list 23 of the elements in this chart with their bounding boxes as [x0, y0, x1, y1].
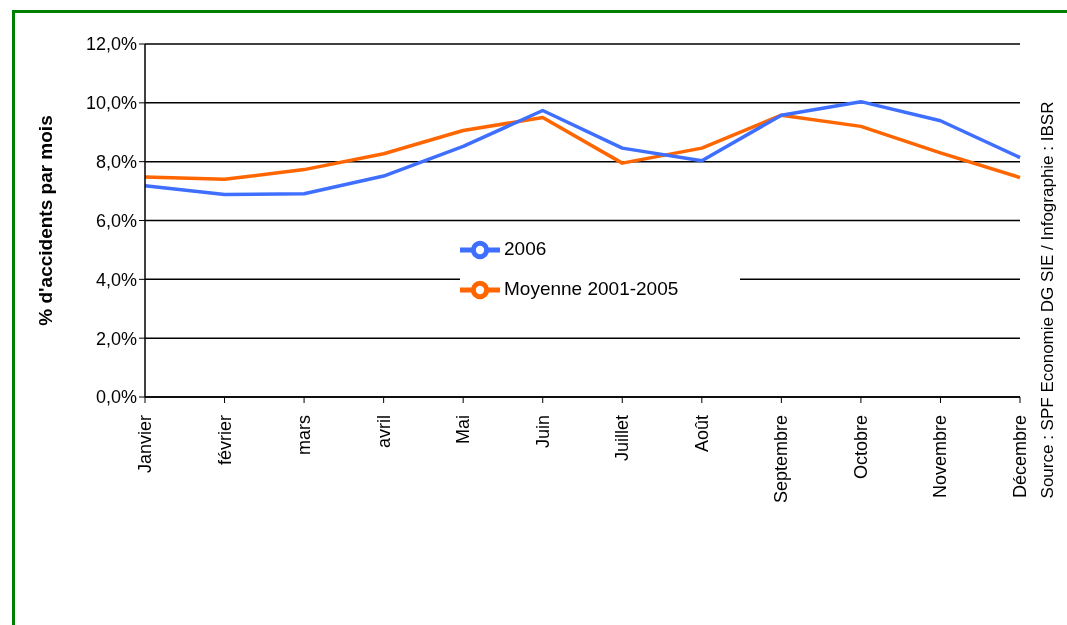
- x-tick-label: mars: [294, 415, 315, 455]
- y-tick-label: 12,0%: [85, 34, 137, 55]
- x-tick-label: Octobre: [850, 415, 871, 480]
- y-tick-label: 10,0%: [85, 93, 137, 114]
- x-tick-label: avril: [373, 415, 394, 449]
- x-tick-label: Septembre: [771, 415, 792, 504]
- source-note: Source : SPF Economie DG SIE / Infographie : IBSR: [1038, 101, 1058, 499]
- y-axis-title: % d'accidents par mois: [34, 115, 56, 326]
- x-tick-label: Décembre: [1010, 415, 1030, 499]
- y-tick-label: 6,0%: [95, 210, 137, 231]
- x-tick-label: Mai: [453, 415, 474, 445]
- y-tick-label: 8,0%: [95, 152, 137, 173]
- x-tick-label: Novembre: [930, 415, 951, 499]
- legend-label: 2006: [504, 238, 547, 260]
- x-tick-label: février: [214, 415, 235, 466]
- x-tick-label: Juillet: [612, 415, 633, 462]
- y-tick-label: 2,0%: [95, 328, 137, 349]
- legend-label: Moyenne 2001-2005: [504, 278, 679, 300]
- y-tick-label: 0,0%: [95, 387, 137, 408]
- x-tick-label: Juin: [532, 415, 553, 449]
- x-tick-label: Janvier: [135, 415, 155, 474]
- y-tick-label: 4,0%: [95, 269, 137, 290]
- x-tick-label: Août: [691, 415, 712, 453]
